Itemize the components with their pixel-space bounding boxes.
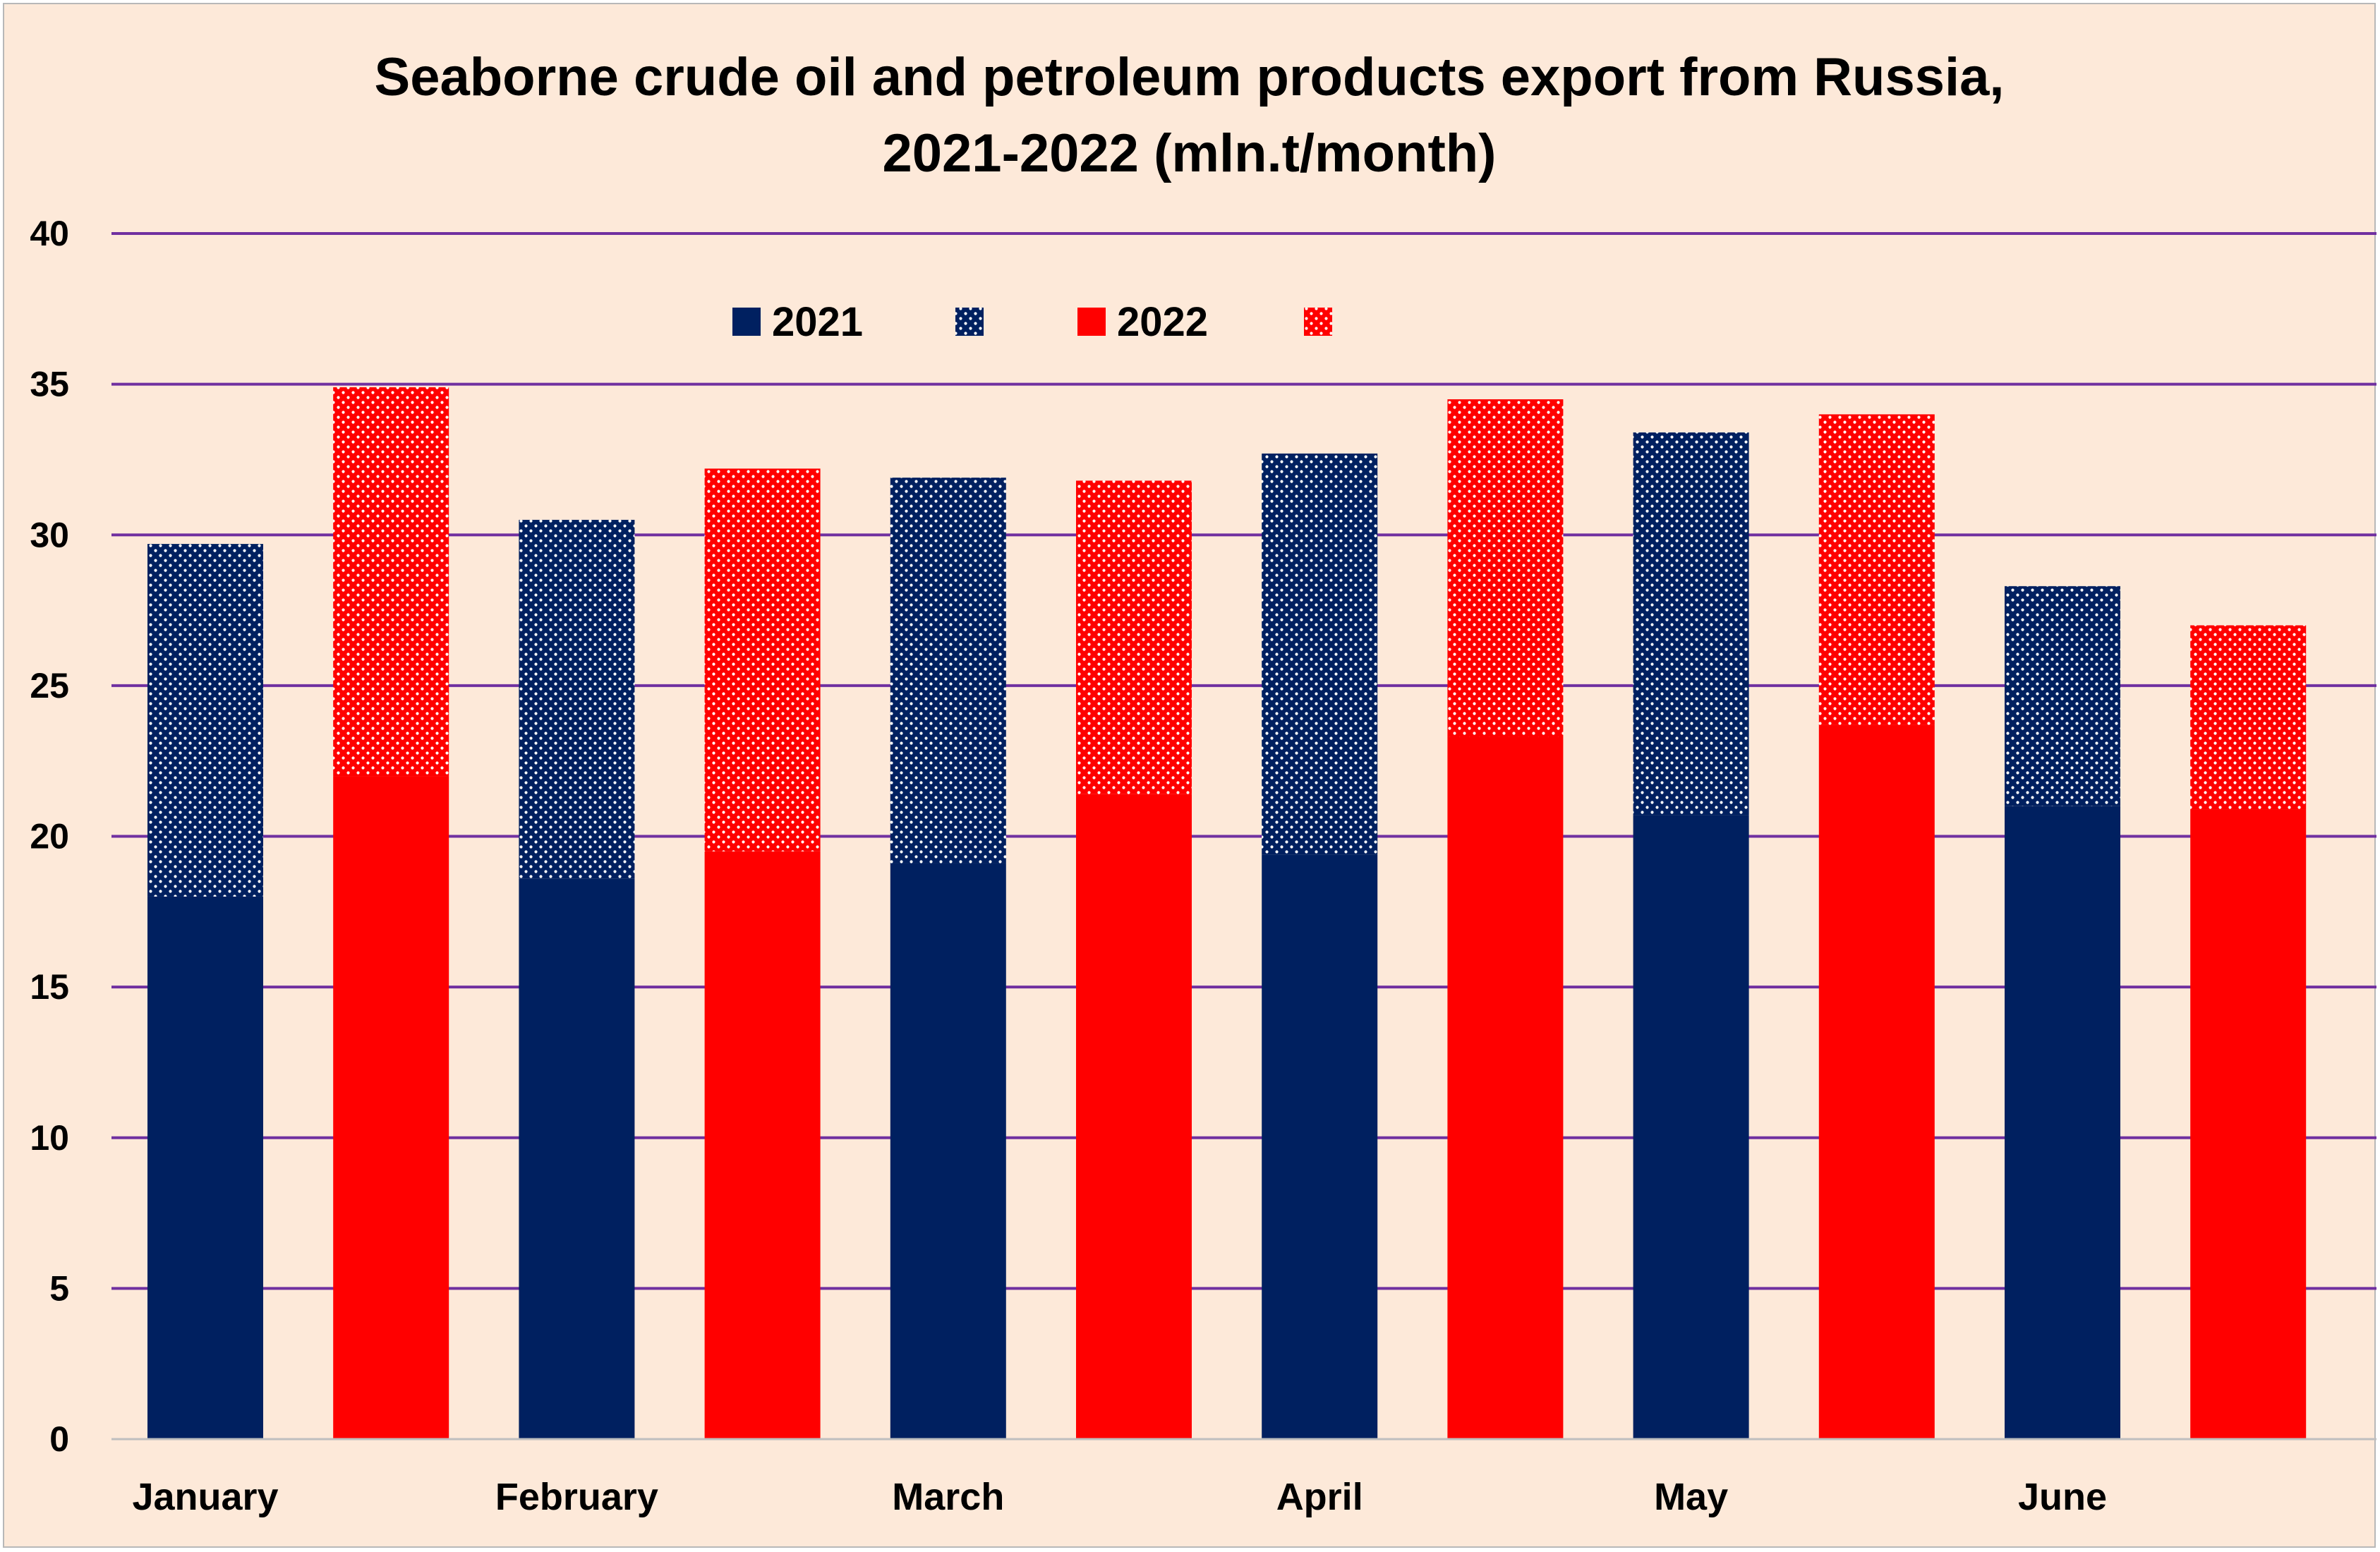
y-tick-label: 20 (30, 817, 69, 856)
bar-solid-segment (890, 863, 1006, 1439)
bar-dotted-segment (1447, 399, 1564, 737)
y-axis: 0 5 10 15 20 25 30 35 40 (30, 214, 69, 1459)
y-tick-label: 35 (30, 365, 69, 404)
bar-solid-segment (519, 878, 635, 1439)
bar-may-2022 (1818, 414, 1935, 1439)
legend-swatch (732, 308, 761, 336)
x-tick-label: April (1276, 1476, 1363, 1518)
y-tick-label: 15 (30, 967, 69, 1007)
legend-swatch (1077, 308, 1106, 336)
bar-dotted-segment (704, 468, 821, 851)
bar-march-2022 (1076, 480, 1192, 1439)
bar-dotted-segment (333, 387, 449, 777)
x-tick-label: January (132, 1476, 278, 1518)
bar-dotted-segment (1818, 414, 1935, 725)
bar-dotted-segment (2005, 586, 2120, 806)
y-tick-label: 30 (30, 515, 69, 554)
legend-swatch (955, 308, 984, 336)
x-axis: January February March April May June (111, 1438, 2376, 1518)
bar-solid-segment (2190, 809, 2307, 1439)
bar-solid-segment (333, 776, 449, 1439)
bar-april-2022 (1447, 399, 1564, 1439)
legend-item (1304, 308, 1332, 336)
bar-dotted-segment (2190, 625, 2307, 810)
x-tick-label: May (1654, 1476, 1728, 1518)
bar-dotted-segment (1076, 480, 1192, 794)
y-tick-label: 25 (30, 666, 69, 705)
x-tick-label: June (2018, 1476, 2107, 1518)
x-tick-label: February (495, 1476, 658, 1518)
bar-january-2021 (147, 544, 263, 1439)
bar-april-2021 (1262, 453, 1378, 1439)
bar-january-2022 (333, 387, 449, 1439)
bar-june-2021 (2005, 586, 2120, 1439)
bar-solid-segment (1633, 815, 1749, 1439)
bar-solid-segment (704, 851, 821, 1439)
y-tick-label: 0 (49, 1419, 69, 1459)
legend-label: 2022 (1117, 299, 1208, 345)
legend-item: 2021 (732, 299, 863, 345)
bar-dotted-segment (147, 544, 263, 897)
bar-march-2021 (890, 478, 1006, 1439)
bar-dotted-segment (1633, 432, 1749, 816)
bar-dotted-segment (890, 478, 1006, 863)
bar-february-2021 (519, 519, 635, 1439)
bar-solid-segment (147, 896, 263, 1439)
bar-dotted-segment (1262, 453, 1378, 855)
y-tick-label: 10 (30, 1118, 69, 1158)
bar-series (147, 387, 2307, 1439)
chart-subtitle: 2021-2022 (mln.t/month) (882, 123, 1497, 183)
bar-june-2022 (2190, 625, 2307, 1439)
y-tick-label: 40 (30, 214, 69, 253)
x-tick-label: March (892, 1476, 1004, 1518)
legend-item: 2022 (1077, 299, 1208, 345)
legend: 2021 2022 (732, 299, 1332, 345)
bar-may-2021 (1633, 432, 1749, 1439)
chart-title: Seaborne crude oil and petroleum product… (4, 40, 2374, 192)
bar-solid-segment (2005, 806, 2120, 1439)
bar-dotted-segment (519, 519, 635, 879)
bar-solid-segment (1447, 736, 1564, 1439)
y-tick-label: 5 (49, 1268, 69, 1308)
legend-item (955, 308, 984, 336)
bar-solid-segment (1076, 794, 1192, 1439)
grid-lines (111, 232, 2376, 1290)
bar-february-2022 (704, 468, 821, 1439)
legend-swatch (1304, 308, 1332, 336)
bar-solid-segment (1262, 854, 1378, 1439)
chart-title-line-1: Seaborne crude oil and petroleum product… (374, 47, 2005, 107)
bar-solid-segment (1818, 725, 1935, 1439)
legend-label: 2021 (772, 299, 863, 345)
